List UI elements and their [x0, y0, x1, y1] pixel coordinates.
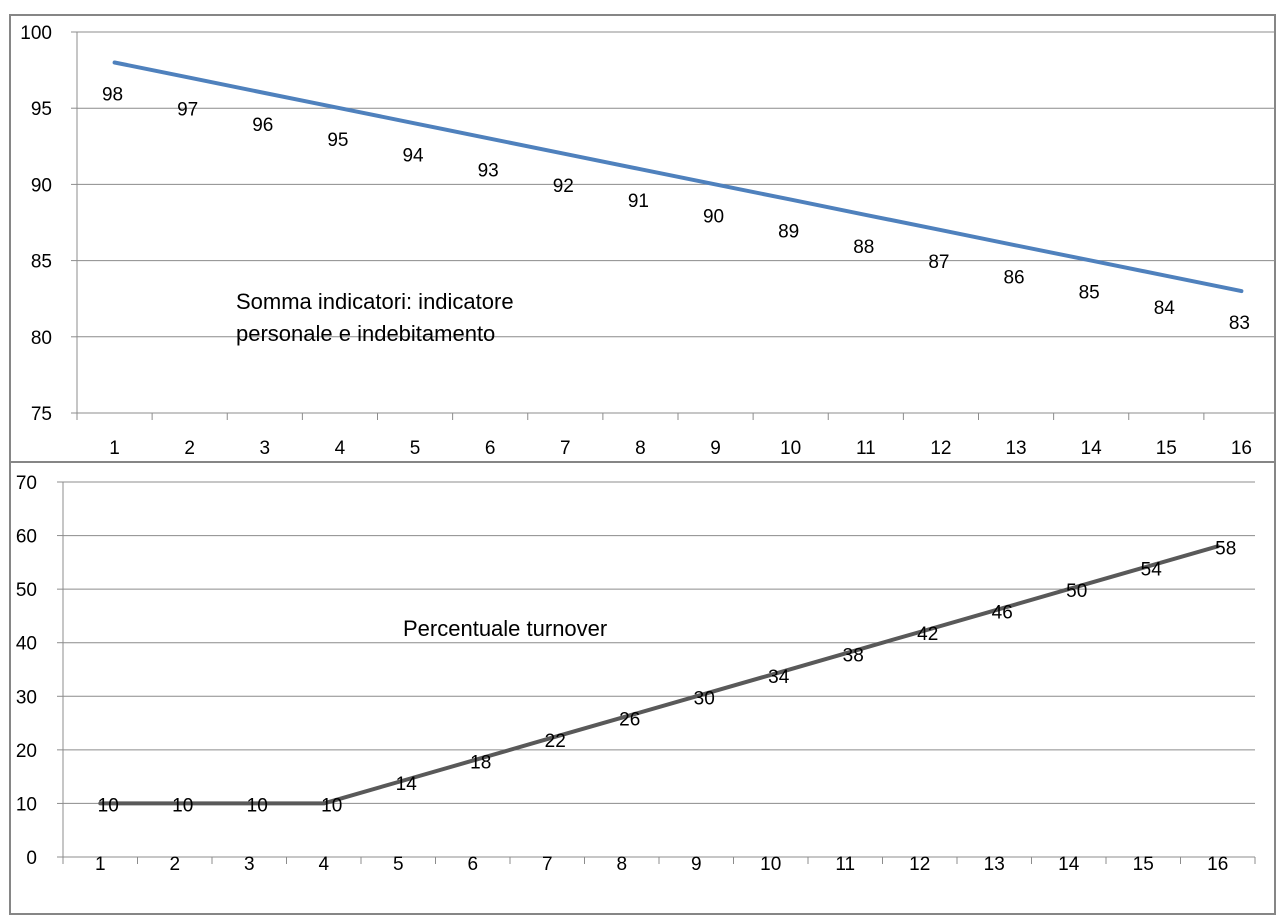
x-tick-label: 1 — [95, 854, 106, 875]
x-tick-label: 9 — [691, 854, 702, 875]
y-tick-label: 10 — [16, 794, 37, 815]
x-tick-label: 14 — [1058, 854, 1080, 875]
annotation-text: Percentuale turnover — [403, 616, 607, 641]
x-tick-label: 13 — [1005, 438, 1026, 459]
x-tick-label: 4 — [335, 438, 346, 459]
x-tick-label: 3 — [244, 854, 255, 875]
x-tick-label: 1 — [109, 438, 120, 459]
data-label: 98 — [102, 84, 123, 105]
x-tick-label: 11 — [856, 438, 876, 459]
x-tick-label: 8 — [616, 854, 627, 875]
x-tick-label: 15 — [1156, 438, 1177, 459]
data-label: 92 — [553, 176, 574, 197]
x-tick-label: 2 — [169, 854, 180, 875]
x-tick-label: 9 — [710, 438, 721, 459]
data-label: 30 — [694, 688, 715, 709]
data-label: 42 — [917, 624, 938, 645]
x-tick-label: 11 — [835, 854, 855, 875]
y-tick-label: 50 — [16, 580, 37, 601]
data-label: 91 — [628, 191, 649, 212]
chart-frame — [10, 15, 1275, 462]
x-tick-label: 10 — [760, 854, 781, 875]
x-tick-label: 12 — [909, 854, 930, 875]
chart-frame — [10, 462, 1275, 914]
data-label: 84 — [1154, 298, 1176, 319]
data-label: 89 — [778, 222, 799, 243]
data-label: 10 — [172, 795, 193, 816]
data-label: 90 — [703, 206, 724, 227]
y-tick-label: 90 — [31, 175, 52, 196]
y-tick-label: 70 — [16, 473, 37, 494]
y-tick-label: 30 — [16, 687, 37, 708]
data-label: 95 — [327, 130, 348, 151]
x-tick-label: 16 — [1207, 854, 1228, 875]
data-label: 86 — [1003, 267, 1024, 288]
annotation-text: Somma indicatori: indicatore — [236, 289, 514, 314]
y-tick-label: 0 — [26, 848, 37, 869]
y-tick-label: 60 — [16, 527, 37, 548]
y-tick-label: 40 — [16, 634, 37, 655]
x-tick-label: 14 — [1081, 438, 1103, 459]
y-tick-label: 80 — [31, 328, 52, 349]
x-tick-label: 7 — [560, 438, 571, 459]
data-label: 96 — [252, 115, 273, 136]
x-tick-label: 5 — [410, 438, 421, 459]
data-label: 58 — [1215, 538, 1236, 559]
x-tick-label: 13 — [984, 854, 1005, 875]
data-label: 54 — [1141, 560, 1163, 581]
data-label: 85 — [1079, 283, 1100, 304]
x-tick-label: 6 — [467, 854, 478, 875]
y-tick-label: 100 — [20, 23, 52, 44]
data-label: 10 — [247, 795, 268, 816]
data-label: 88 — [853, 237, 874, 258]
y-tick-label: 95 — [31, 99, 52, 120]
x-tick-label: 7 — [542, 854, 553, 875]
annotation-text: personale e indebitamento — [236, 321, 495, 346]
data-label: 46 — [992, 603, 1013, 624]
x-tick-label: 5 — [393, 854, 404, 875]
data-label: 18 — [470, 753, 491, 774]
data-label: 97 — [177, 100, 198, 121]
x-tick-label: 15 — [1133, 854, 1154, 875]
x-tick-label: 10 — [780, 438, 801, 459]
data-label: 26 — [619, 710, 640, 731]
data-label: 83 — [1229, 313, 1250, 334]
x-tick-label: 3 — [260, 438, 271, 459]
x-tick-label: 6 — [485, 438, 496, 459]
x-tick-label: 16 — [1231, 438, 1252, 459]
x-tick-label: 4 — [318, 854, 329, 875]
data-label: 87 — [928, 252, 949, 273]
x-tick-label: 2 — [184, 438, 195, 459]
data-label: 34 — [768, 667, 790, 688]
data-label: 10 — [321, 795, 342, 816]
data-label: 10 — [98, 795, 119, 816]
data-label: 94 — [402, 145, 424, 166]
data-label: 93 — [478, 161, 499, 182]
y-tick-label: 85 — [31, 252, 52, 273]
data-label: 22 — [545, 731, 566, 752]
y-tick-label: 20 — [16, 741, 37, 762]
data-label: 14 — [396, 774, 418, 795]
data-label: 50 — [1066, 581, 1087, 602]
x-tick-label: 12 — [930, 438, 951, 459]
y-tick-label: 75 — [31, 404, 52, 425]
x-tick-label: 8 — [635, 438, 646, 459]
data-label: 38 — [843, 645, 864, 666]
